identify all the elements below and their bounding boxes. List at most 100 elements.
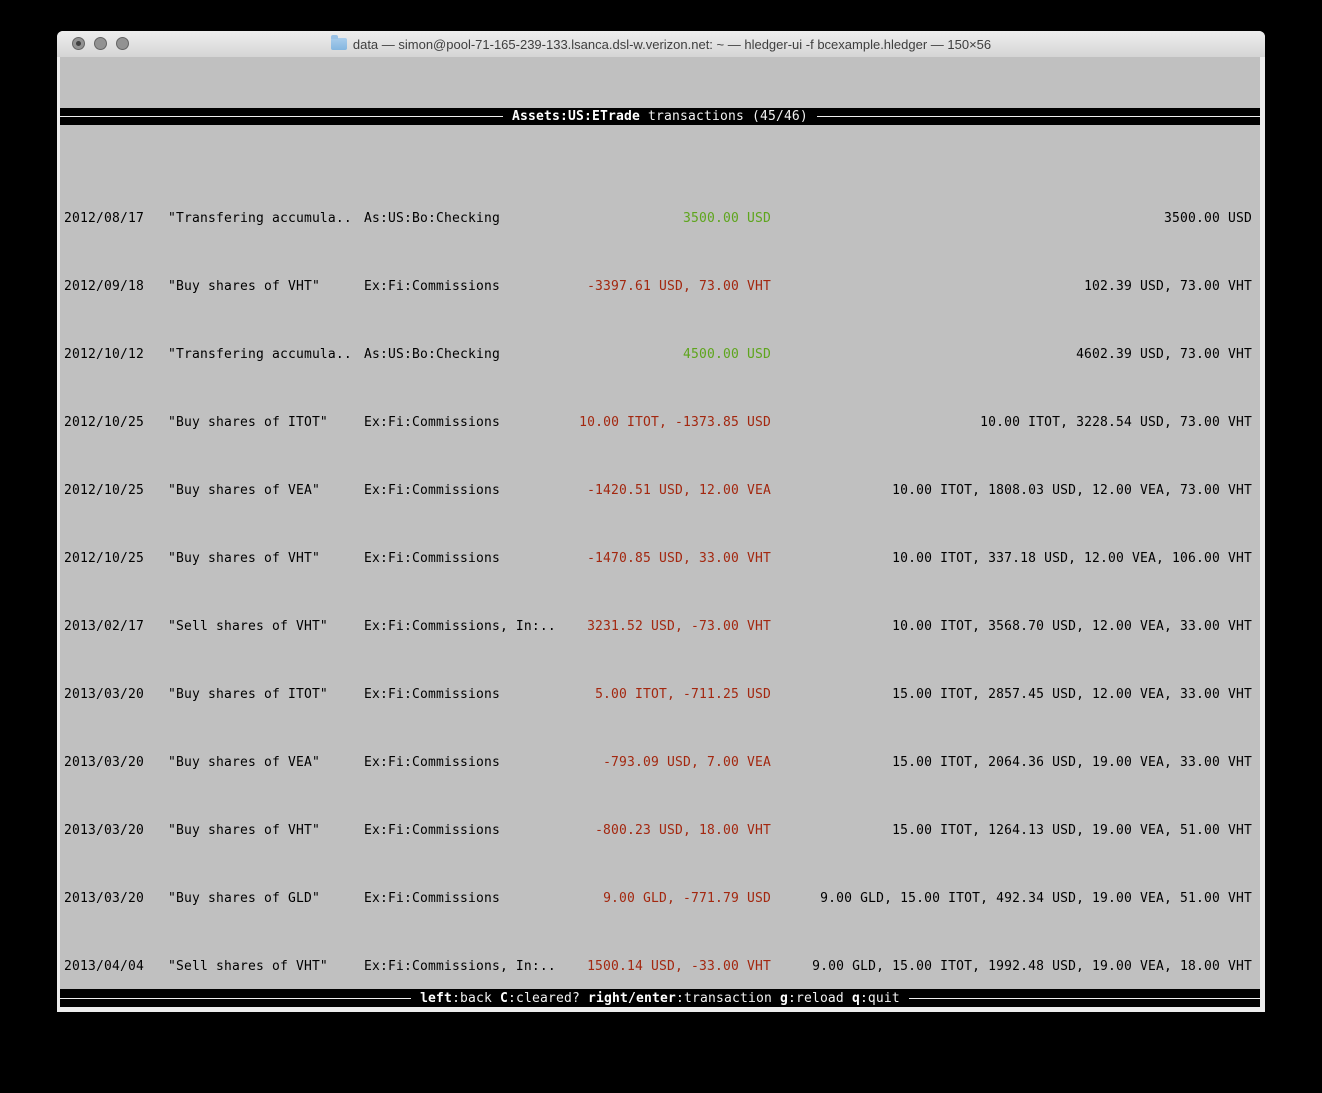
transaction-description: "Buy shares of ITOT" (168, 687, 328, 702)
transaction-row[interactable]: 2012/08/17 "Transfering accumula.. As:US… (60, 210, 1260, 227)
transaction-amount: 4500.00 USD (683, 347, 771, 362)
transaction-running-balance: 4602.39 USD, 73.00 VHT (1076, 347, 1252, 362)
transaction-other-accounts: Ex:Fi:Commissions (364, 415, 500, 430)
transaction-description: "Transfering accumula.. (168, 347, 352, 362)
transaction-description: "Buy shares of VEA" (168, 483, 320, 498)
transaction-description: "Sell shares of VHT" (168, 959, 328, 974)
transaction-amount: 9.00 GLD, -771.79 USD (603, 891, 771, 906)
transaction-amount: 10.00 ITOT, -1373.85 USD (579, 415, 771, 430)
transaction-running-balance: 15.00 ITOT, 1264.13 USD, 19.00 VEA, 51.0… (892, 823, 1252, 838)
transaction-running-balance: 3500.00 USD (1164, 211, 1252, 226)
transaction-date: 2013/03/20 (64, 687, 144, 702)
transaction-row[interactable]: 2012/10/25 "Buy shares of ITOT" Ex:Fi:Co… (60, 414, 1260, 431)
window-controls (72, 37, 129, 50)
column-gap (144, 822, 168, 839)
transaction-row[interactable]: 2013/03/20 "Buy shares of VEA" Ex:Fi:Com… (60, 754, 1260, 771)
minimize-button[interactable] (94, 37, 107, 50)
transaction-row[interactable]: 2012/10/12 "Transfering accumula.. As:US… (60, 346, 1260, 363)
transaction-date: 2012/10/25 (64, 415, 144, 430)
transaction-description: "Buy shares of GLD" (168, 891, 320, 906)
transaction-amount: -1470.85 USD, 33.00 VHT (587, 551, 771, 566)
transaction-running-balance: 102.39 USD, 73.00 VHT (1084, 279, 1252, 294)
transaction-other-accounts: Ex:Fi:Commissions (364, 755, 500, 770)
transaction-date: 2012/09/18 (64, 279, 144, 294)
transaction-other-accounts: Ex:Fi:Commissions, In:.. (364, 959, 556, 974)
folder-icon (330, 35, 347, 50)
transaction-amount: -800.23 USD, 18.00 VHT (595, 823, 771, 838)
transaction-running-balance: 10.00 ITOT, 3228.54 USD, 73.00 VHT (980, 415, 1252, 430)
transaction-description: "Buy shares of VHT" (168, 551, 320, 566)
transaction-date: 2012/08/17 (64, 211, 144, 226)
column-gap (144, 414, 168, 431)
transaction-other-accounts: Ex:Fi:Commissions (364, 483, 500, 498)
window-title-area: data — simon@pool-71-165-239-133.lsanca.… (330, 35, 992, 52)
transaction-row[interactable]: 2013/03/20 "Buy shares of VHT" Ex:Fi:Com… (60, 822, 1260, 839)
column-gap (144, 618, 168, 635)
zoom-button[interactable] (116, 37, 129, 50)
column-gap (144, 482, 168, 499)
transaction-row[interactable]: 2012/10/25 "Buy shares of VEA" Ex:Fi:Com… (60, 482, 1260, 499)
transaction-running-balance: 15.00 ITOT, 2857.45 USD, 12.00 VEA, 33.0… (892, 687, 1252, 702)
transaction-description: "Buy shares of VEA" (168, 755, 320, 770)
transaction-amount: -793.09 USD, 7.00 VEA (603, 755, 771, 770)
transaction-description: "Buy shares of VHT" (168, 823, 320, 838)
window-title: data — simon@pool-71-165-239-133.lsanca.… (352, 36, 992, 52)
transaction-description: "Buy shares of VHT" (168, 279, 320, 294)
column-gap (144, 210, 168, 227)
transaction-running-balance: 9.00 GLD, 15.00 ITOT, 1992.48 USD, 19.00… (812, 959, 1252, 974)
column-gap (144, 346, 168, 363)
titlebar[interactable]: data — simon@pool-71-165-239-133.lsanca.… (57, 31, 1265, 58)
column-gap (144, 754, 168, 771)
close-button[interactable] (72, 37, 85, 50)
transaction-amount: 5.00 ITOT, -711.25 USD (595, 687, 771, 702)
transaction-description: "Buy shares of ITOT" (168, 415, 328, 430)
column-gap (144, 958, 168, 975)
transaction-amount: 1500.14 USD, -33.00 VHT (587, 959, 771, 974)
terminal-screen: Assets:US:ETrade transactions (45/46) 20… (60, 57, 1260, 1007)
transaction-description: "Transfering accumula.. (168, 211, 352, 226)
transaction-other-accounts: Ex:Fi:Commissions (364, 687, 500, 702)
transaction-row[interactable]: 2013/02/17 "Sell shares of VHT" Ex:Fi:Co… (60, 618, 1260, 635)
transaction-description: "Sell shares of VHT" (168, 619, 328, 634)
transaction-date: 2013/02/17 (64, 619, 144, 634)
transaction-date: 2013/03/20 (64, 891, 144, 906)
hledger-header-bar: Assets:US:ETrade transactions (45/46) (60, 108, 1260, 125)
transaction-running-balance: 15.00 ITOT, 2064.36 USD, 19.00 VEA, 33.0… (892, 755, 1252, 770)
footer-hints: left:back C:cleared? right/enter:transac… (411, 989, 909, 1007)
transaction-date: 2012/10/25 (64, 483, 144, 498)
transaction-date: 2012/10/12 (64, 347, 144, 362)
transaction-date: 2013/03/20 (64, 755, 144, 770)
terminal-window: data — simon@pool-71-165-239-133.lsanca.… (57, 31, 1265, 1012)
column-gap (144, 890, 168, 907)
transaction-amount: -3397.61 USD, 73.00 VHT (587, 279, 771, 294)
transaction-date: 2013/03/20 (64, 823, 144, 838)
terminal-frame: Assets:US:ETrade transactions (45/46) 20… (57, 57, 1265, 1012)
transaction-row[interactable]: 2013/03/20 "Buy shares of ITOT" Ex:Fi:Co… (60, 686, 1260, 703)
header-title: Assets:US:ETrade transactions (45/46) (503, 108, 817, 125)
column-gap (144, 686, 168, 703)
transaction-date: 2012/10/25 (64, 551, 144, 566)
transaction-other-accounts: Ex:Fi:Commissions (364, 823, 500, 838)
column-gap (144, 278, 168, 295)
transaction-row[interactable]: 2012/09/18 "Buy shares of VHT" Ex:Fi:Com… (60, 278, 1260, 295)
transaction-row[interactable]: 2012/10/25 "Buy shares of VHT" Ex:Fi:Com… (60, 550, 1260, 567)
transaction-other-accounts: As:US:Bo:Checking (364, 347, 500, 362)
transaction-running-balance: 10.00 ITOT, 1808.03 USD, 12.00 VEA, 73.0… (892, 483, 1252, 498)
transaction-amount: 3500.00 USD (683, 211, 771, 226)
transaction-amount: -1420.51 USD, 12.00 VEA (587, 483, 771, 498)
transaction-other-accounts: Ex:Fi:Commissions (364, 279, 500, 294)
transaction-running-balance: 10.00 ITOT, 337.18 USD, 12.00 VEA, 106.0… (892, 551, 1252, 566)
transaction-other-accounts: Ex:Fi:Commissions (364, 551, 500, 566)
transaction-row[interactable]: 2013/03/20 "Buy shares of GLD" Ex:Fi:Com… (60, 890, 1260, 907)
header-mode-label: transactions (45/46) (640, 109, 808, 124)
transaction-amount: 3231.52 USD, -73.00 VHT (587, 619, 771, 634)
transaction-date: 2013/04/04 (64, 959, 144, 974)
transaction-running-balance: 9.00 GLD, 15.00 ITOT, 492.34 USD, 19.00 … (820, 891, 1252, 906)
transaction-running-balance: 10.00 ITOT, 3568.70 USD, 12.00 VEA, 33.0… (892, 619, 1252, 634)
transaction-other-accounts: As:US:Bo:Checking (364, 211, 500, 226)
header-account-name: Assets:US:ETrade (512, 109, 640, 124)
hledger-footer-bar: left:back C:cleared? right/enter:transac… (60, 989, 1260, 1007)
transaction-list: 2012/08/17 "Transfering accumula.. As:US… (60, 176, 1260, 1007)
transaction-row[interactable]: 2013/04/04 "Sell shares of VHT" Ex:Fi:Co… (60, 958, 1260, 975)
